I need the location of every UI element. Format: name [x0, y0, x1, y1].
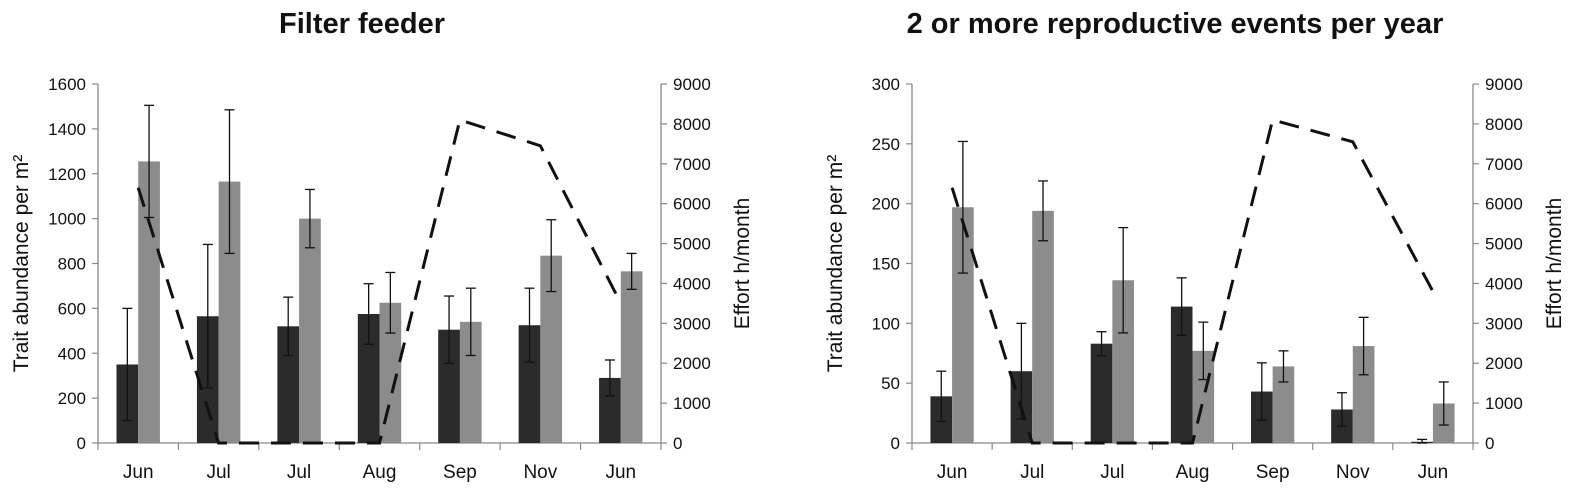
effort-line: [950, 118, 1435, 445]
y-tick-label: 0: [891, 434, 900, 453]
y2-axis-label: Effort h/month: [1543, 198, 1566, 330]
y2-tick-label: 2000: [673, 354, 711, 373]
x-tick-label: Jul: [287, 462, 311, 483]
bar-series-2: [1032, 210, 1054, 443]
y-tick-label: 1600: [48, 75, 86, 94]
bar-series-2: [379, 302, 402, 443]
y-tick-label: 200: [58, 389, 86, 408]
chart-1: Filter feeder 0 200 400 600 800 1000 1200 1400 16…: [10, 8, 754, 483]
y2-tick-label: 9000: [1485, 75, 1523, 94]
bar-series-1: [277, 326, 300, 443]
x-tick-label: Sep: [1256, 462, 1290, 483]
x-tick-label: Jun: [123, 462, 154, 483]
bar-series-2: [1272, 366, 1295, 443]
y-tick-label: 300: [872, 75, 900, 94]
y2-tick-label: 3000: [673, 314, 711, 333]
y2-tick-label: 9000: [673, 75, 711, 94]
y-tick-label: 0: [77, 434, 86, 453]
y-tick-label: 1200: [48, 165, 86, 184]
y2-tick-label: 0: [673, 434, 682, 453]
bar-series-1: [438, 329, 460, 443]
y-tick-label: 50: [881, 374, 900, 393]
bar-series-2: [620, 271, 643, 443]
x-tick-label: Sep: [443, 462, 477, 483]
bar-series-1: [599, 377, 621, 443]
y2-tick-label: 8000: [1485, 115, 1523, 134]
bar-series-2: [540, 255, 563, 443]
y2-tick-label: 4000: [673, 274, 711, 293]
y2-tick-label: 1000: [1485, 394, 1523, 413]
y2-tick-label: 8000: [673, 115, 711, 134]
y2-tick-label: 2000: [1485, 354, 1523, 373]
y-tick-label: 400: [58, 344, 86, 363]
y2-tick-label: 5000: [673, 235, 711, 254]
y-tick-label: 1400: [48, 120, 86, 139]
y2-tick-label: 0: [1485, 434, 1494, 453]
bar-series-2: [299, 218, 321, 443]
y-tick-label: 250: [872, 135, 900, 154]
effort-line: [136, 117, 623, 445]
y2-tick-label: 6000: [1485, 195, 1523, 214]
bar-series-1: [518, 325, 541, 443]
bar-series-2: [138, 161, 160, 444]
x-tick-label: Nov: [523, 462, 557, 483]
bar-series-2: [952, 207, 974, 443]
chart-2: 2 or more reproductive events per year 0 5…: [824, 8, 1566, 483]
bar-series-1: [357, 313, 380, 443]
y2-tick-label: 1000: [673, 394, 711, 413]
y2-tick-label: 7000: [673, 155, 711, 174]
bar-series-2: [218, 181, 241, 443]
x-tick-label: Aug: [363, 462, 397, 483]
x-tick-label: Jul: [1020, 462, 1044, 483]
x-tick-label: Jul: [206, 462, 230, 483]
bar-series-2: [459, 321, 482, 443]
chart-title: 2 or more reproductive events per year: [907, 8, 1444, 40]
bar-series-2: [1112, 280, 1134, 443]
chart-title: Filter feeder: [279, 8, 445, 40]
bar-series-1: [1170, 306, 1193, 443]
y2-tick-label: 3000: [1485, 314, 1523, 333]
bar-series-2: [1352, 346, 1375, 443]
y-axis-label: Trait abundance per m²: [824, 155, 847, 373]
y-tick-label: 600: [58, 299, 86, 318]
y-tick-label: 150: [872, 255, 900, 274]
y2-tick-label: 7000: [1485, 155, 1523, 174]
y2-tick-label: 5000: [1485, 235, 1523, 254]
y2-axis-label: Effort h/month: [731, 198, 754, 330]
y2-tick-label: 6000: [673, 195, 711, 214]
y-tick-label: 200: [872, 195, 900, 214]
x-tick-label: Jun: [1418, 462, 1449, 483]
bar-series-1: [1090, 343, 1113, 443]
x-tick-label: Aug: [1176, 462, 1210, 483]
x-tick-label: Nov: [1336, 462, 1370, 483]
x-tick-label: Jun: [937, 462, 968, 483]
x-tick-label: Jul: [1100, 462, 1124, 483]
y-tick-label: 100: [872, 314, 900, 333]
y-tick-label: 800: [58, 255, 86, 274]
y-tick-label: 1000: [48, 210, 86, 229]
y-axis-label: Trait abundance per m²: [10, 155, 33, 373]
y2-tick-label: 4000: [1485, 274, 1523, 293]
x-tick-label: Jun: [605, 462, 636, 483]
